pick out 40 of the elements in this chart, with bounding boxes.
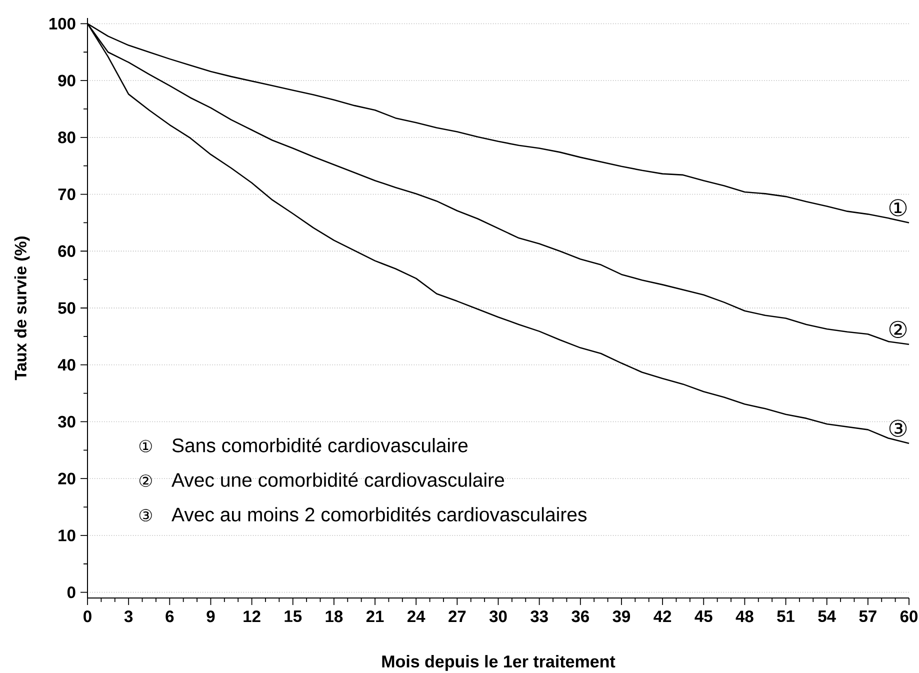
annotation: ③ Avec au moins 2 comorbidités cardiovasculaires — [139, 506, 587, 522]
y-tick-label: 70 — [58, 188, 76, 200]
series-label: ③ — [889, 420, 907, 437]
x-axis-title: Mois depuis le 1er traitement — [382, 655, 616, 671]
x-tick-label: 9 — [206, 610, 215, 622]
x-tick-label: 24 — [407, 610, 426, 622]
x-tick-label: 39 — [612, 610, 630, 622]
x-tick-label: 60 — [900, 610, 918, 622]
x-tick-label: 51 — [777, 610, 794, 622]
x-tick-label: 30 — [489, 610, 507, 622]
x-tick-label: 12 — [244, 610, 260, 622]
y-tick-label: 0 — [67, 586, 76, 598]
series-label: ② — [889, 320, 907, 338]
x-tick-label: 57 — [859, 610, 876, 622]
y-tick-label: 40 — [58, 359, 76, 371]
annotation: ② Avec une comorbidité cardiovasculaire — [139, 472, 504, 487]
x-tick-label: 15 — [284, 610, 302, 622]
y-tick-label: 60 — [58, 245, 76, 257]
x-tick-label: 3 — [124, 610, 133, 622]
x-tick-label: 0 — [84, 610, 92, 622]
x-tick-label: 54 — [818, 610, 836, 622]
x-tick-label: 18 — [326, 610, 343, 622]
x-tick-label: 33 — [530, 610, 548, 622]
x-tick-label: 6 — [166, 610, 174, 622]
y-tick-label: 90 — [58, 74, 76, 86]
y-tick-label: 10 — [58, 530, 76, 542]
y-axis-title: Taux de survie (%) — [14, 236, 30, 380]
y-tick-label: 20 — [58, 472, 76, 484]
x-tick-label: 36 — [572, 610, 589, 622]
annotation: ① Sans comorbidité cardiovasculaire — [139, 438, 468, 452]
y-tick-label: 30 — [58, 416, 76, 428]
x-tick-label: 27 — [448, 610, 466, 622]
x-tick-label: 21 — [366, 610, 384, 622]
series-label: ① — [889, 199, 907, 216]
y-tick-label: 50 — [58, 302, 76, 314]
x-tick-label: 42 — [654, 610, 672, 622]
y-tick-label: 80 — [58, 132, 76, 144]
x-tick-label: 48 — [736, 610, 754, 622]
y-tick-label: 100 — [49, 18, 76, 30]
x-tick-label: 45 — [694, 610, 712, 622]
